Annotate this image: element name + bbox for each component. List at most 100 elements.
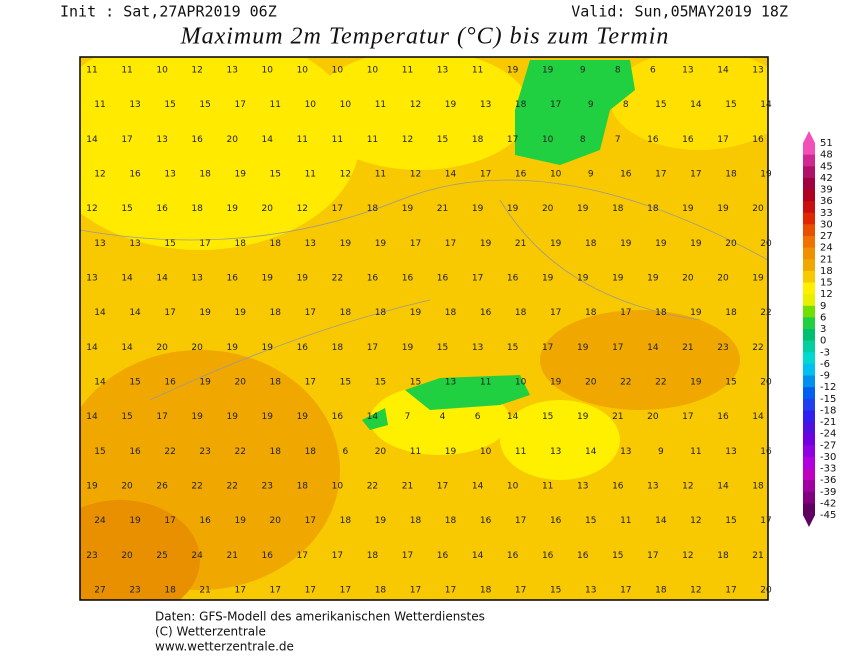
- temperature-value: 19: [647, 274, 659, 284]
- temperature-value: 10: [156, 66, 168, 76]
- colorbar-label: -45: [820, 510, 836, 521]
- temperature-value: 16: [612, 482, 624, 492]
- temperature-value: 13: [550, 447, 561, 457]
- colorbar-bin: [803, 294, 815, 307]
- temperature-value: 11: [332, 135, 343, 145]
- temperature-value: 20: [226, 135, 238, 145]
- temperature-value: 10: [297, 66, 309, 76]
- temperature-value: 19: [262, 412, 274, 422]
- temperature-value: 18: [515, 100, 527, 110]
- temperature-value: 19: [612, 274, 624, 284]
- colorbar-label: -24: [820, 429, 836, 440]
- temperature-value: 17: [717, 135, 728, 145]
- temperature-value: 17: [164, 308, 175, 318]
- temperature-value: 21: [682, 343, 693, 353]
- temperature-value: 18: [375, 308, 387, 318]
- colorbar-label: -36: [820, 475, 836, 486]
- temperature-value: 17: [234, 586, 245, 596]
- temperature-value: 7: [615, 135, 621, 145]
- temperature-value: 22: [191, 482, 202, 492]
- temperature-value: 18: [515, 308, 527, 318]
- temperature-value: 23: [262, 482, 273, 492]
- temperature-value: 23: [717, 343, 728, 353]
- temperature-value: 10: [332, 482, 344, 492]
- temperature-value: 19: [507, 66, 519, 76]
- temperature-value: 16: [682, 135, 694, 145]
- temperature-value: 10: [542, 135, 554, 145]
- temperature-value: 10: [550, 170, 562, 180]
- temperature-value: 26: [156, 482, 168, 492]
- colorbar-label: 39: [820, 185, 833, 196]
- colorbar-bin: [803, 480, 815, 493]
- temperature-value: 17: [550, 100, 561, 110]
- temperature-value: 19: [234, 516, 246, 526]
- temperature-value: 22: [234, 447, 245, 457]
- temperature-value: 19: [577, 204, 589, 214]
- map-title: Maximum 2m Temperatur (°C) bis zum Termi…: [180, 24, 670, 50]
- temperature-value: 19: [234, 170, 246, 180]
- temperature-value: 16: [515, 170, 527, 180]
- temperature-value: 17: [620, 308, 631, 318]
- temperature-value: 13: [305, 239, 316, 249]
- temperature-value: 22: [367, 482, 378, 492]
- colorbar: 51484542393633302724211815129630-3-6-9-1…: [803, 131, 836, 527]
- temperature-value: 14: [86, 412, 98, 422]
- temperature-value: 19: [655, 239, 667, 249]
- temperature-value: 11: [375, 170, 386, 180]
- temperature-value: 21: [515, 239, 526, 249]
- temperature-value: 16: [402, 274, 414, 284]
- temperature-value: 13: [445, 378, 456, 388]
- temperature-value: 18: [297, 482, 309, 492]
- temperature-value: 19: [262, 274, 274, 284]
- temperature-value: 19: [226, 343, 238, 353]
- colorbar-label: -12: [820, 382, 836, 393]
- temperature-value: 18: [725, 170, 737, 180]
- temperature-value: 18: [410, 516, 422, 526]
- colorbar-bin: [803, 212, 815, 225]
- temperature-value: 19: [682, 204, 694, 214]
- colorbar-bin: [803, 352, 815, 365]
- temperature-value: 16: [199, 516, 211, 526]
- temperature-value: 16: [367, 274, 379, 284]
- temperature-value: 18: [270, 378, 282, 388]
- temperature-value: 17: [340, 586, 351, 596]
- temperature-value: 18: [647, 204, 659, 214]
- temperature-value: 17: [410, 586, 421, 596]
- temperature-value: 12: [340, 170, 351, 180]
- temperature-value: 15: [375, 378, 386, 388]
- temperature-value: 17: [199, 239, 210, 249]
- temperature-value: 10: [262, 66, 274, 76]
- temperature-value: 16: [507, 274, 519, 284]
- temperature-value: 19: [752, 274, 764, 284]
- temperature-value: 17: [305, 586, 316, 596]
- colorbar-bin: [803, 468, 815, 481]
- map-frame: [79, 56, 769, 601]
- colorbar-label: -3: [820, 347, 830, 358]
- temperature-value: 10: [515, 378, 527, 388]
- colorbar-label: 3: [820, 324, 826, 335]
- colorbar-label: 21: [820, 254, 833, 265]
- temperature-value: 16: [577, 551, 589, 561]
- temperature-value: 17: [445, 239, 456, 249]
- temperature-value: 11: [542, 482, 553, 492]
- temperature-value: 13: [437, 66, 448, 76]
- temperature-value: 15: [199, 100, 210, 110]
- temperature-value: 25: [156, 551, 167, 561]
- temperature-value: 13: [480, 100, 491, 110]
- temperature-value: 12: [682, 482, 693, 492]
- colorbar-bin: [803, 305, 815, 318]
- temperature-value: 19: [199, 378, 211, 388]
- temperature-value: 18: [375, 586, 387, 596]
- temperature-value: 17: [305, 516, 316, 526]
- temperature-value: 18: [472, 135, 484, 145]
- temperature-value: 12: [94, 170, 105, 180]
- temperature-value: 11: [690, 447, 701, 457]
- colorbar-label: 15: [820, 278, 833, 289]
- temperature-value: 21: [226, 551, 237, 561]
- temperature-value: 17: [297, 551, 308, 561]
- temperature-value: 18: [655, 586, 667, 596]
- colorbar-label: 9: [820, 301, 826, 312]
- temperature-value: 11: [297, 135, 308, 145]
- temperature-value: 19: [542, 274, 554, 284]
